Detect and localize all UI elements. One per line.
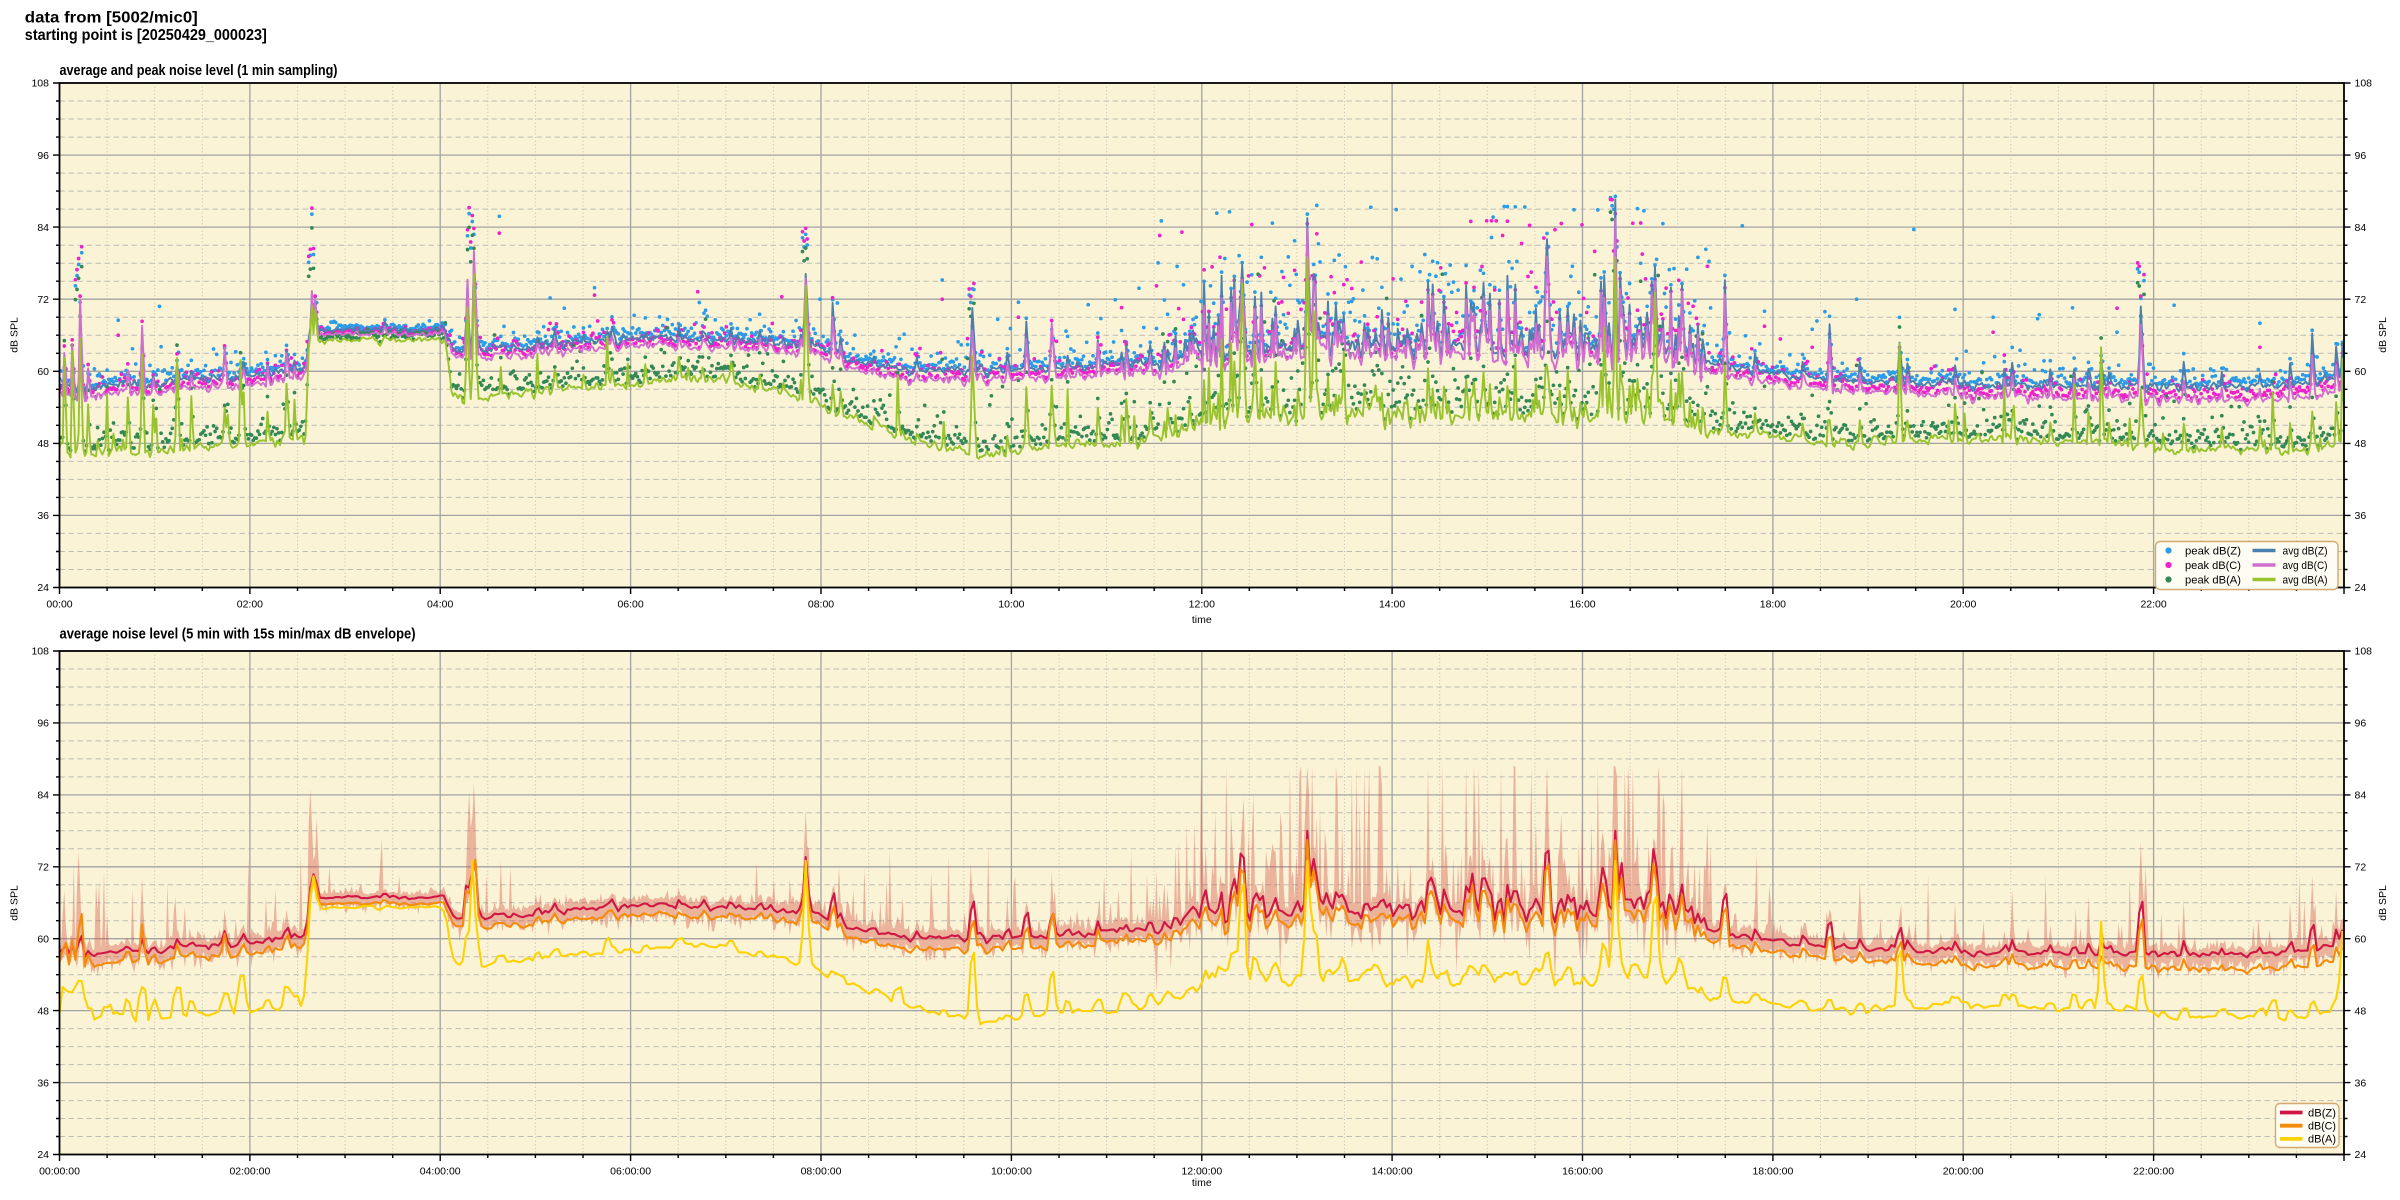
svg-text:96: 96 xyxy=(2355,718,2367,730)
svg-text:time: time xyxy=(1192,1177,1212,1189)
svg-text:avg dB(C): avg dB(C) xyxy=(2283,560,2328,572)
svg-text:36: 36 xyxy=(37,510,49,522)
svg-text:10:00:00: 10:00:00 xyxy=(991,1166,1032,1178)
svg-text:16:00: 16:00 xyxy=(1569,599,1595,611)
svg-text:starting point is [20250429_00: starting point is [20250429_000023] xyxy=(25,27,267,44)
svg-text:60: 60 xyxy=(2355,933,2367,945)
svg-text:dB SPL: dB SPL xyxy=(2377,317,2389,353)
svg-text:22:00: 22:00 xyxy=(2140,599,2166,611)
svg-text:data from [5002/mic0]: data from [5002/mic0] xyxy=(25,10,198,27)
svg-text:02:00: 02:00 xyxy=(237,599,263,611)
svg-text:peak dB(C): peak dB(C) xyxy=(2185,560,2241,572)
svg-text:average and peak noise level (: average and peak noise level (1 min samp… xyxy=(60,62,338,79)
svg-text:84: 84 xyxy=(37,790,49,802)
svg-text:36: 36 xyxy=(37,1077,49,1089)
svg-text:24: 24 xyxy=(2355,1149,2367,1161)
svg-text:36: 36 xyxy=(2355,1077,2367,1089)
svg-text:108: 108 xyxy=(31,78,49,90)
svg-text:24: 24 xyxy=(2355,582,2367,594)
svg-text:18:00:00: 18:00:00 xyxy=(1752,1166,1793,1178)
svg-text:dB(Z): dB(Z) xyxy=(2308,1107,2336,1119)
svg-text:96: 96 xyxy=(37,718,49,730)
svg-text:108: 108 xyxy=(2355,646,2373,658)
svg-text:48: 48 xyxy=(37,1005,49,1017)
svg-text:04:00: 04:00 xyxy=(427,599,453,611)
svg-text:48: 48 xyxy=(2355,1005,2367,1017)
svg-text:04:00:00: 04:00:00 xyxy=(420,1166,461,1178)
svg-text:06:00: 06:00 xyxy=(617,599,643,611)
svg-text:00:00: 00:00 xyxy=(46,599,72,611)
svg-text:108: 108 xyxy=(31,646,49,658)
svg-text:avg dB(A): avg dB(A) xyxy=(2283,574,2328,586)
svg-text:14:00:00: 14:00:00 xyxy=(1372,1166,1413,1178)
svg-text:20:00: 20:00 xyxy=(1950,599,1976,611)
svg-text:84: 84 xyxy=(37,222,49,234)
svg-text:avg dB(Z): avg dB(Z) xyxy=(2283,545,2328,557)
svg-text:02:00:00: 02:00:00 xyxy=(229,1166,270,1178)
svg-text:96: 96 xyxy=(2355,150,2367,162)
svg-text:16:00:00: 16:00:00 xyxy=(1562,1166,1603,1178)
svg-text:72: 72 xyxy=(2355,294,2367,306)
svg-text:60: 60 xyxy=(37,933,49,945)
svg-text:22:00:00: 22:00:00 xyxy=(2133,1166,2174,1178)
svg-text:dB SPL: dB SPL xyxy=(9,317,21,353)
svg-text:72: 72 xyxy=(2355,862,2367,874)
svg-text:20:00:00: 20:00:00 xyxy=(1943,1166,1984,1178)
svg-text:average noise level (5 min wit: average noise level (5 min with 15s min/… xyxy=(60,626,416,643)
svg-text:peak dB(Z): peak dB(Z) xyxy=(2185,545,2241,557)
svg-text:24: 24 xyxy=(37,1149,49,1161)
svg-text:60: 60 xyxy=(2355,366,2367,378)
svg-text:08:00:00: 08:00:00 xyxy=(801,1166,842,1178)
svg-text:48: 48 xyxy=(2355,438,2367,450)
svg-text:72: 72 xyxy=(37,862,49,874)
svg-text:18:00: 18:00 xyxy=(1760,599,1786,611)
svg-text:10:00: 10:00 xyxy=(998,599,1024,611)
svg-text:96: 96 xyxy=(37,150,49,162)
svg-text:48: 48 xyxy=(37,438,49,450)
svg-text:12:00:00: 12:00:00 xyxy=(1181,1166,1222,1178)
svg-text:peak dB(A): peak dB(A) xyxy=(2185,574,2241,586)
svg-text:108: 108 xyxy=(2355,78,2373,90)
svg-text:dB(C): dB(C) xyxy=(2308,1121,2336,1133)
svg-text:36: 36 xyxy=(2355,510,2367,522)
svg-text:84: 84 xyxy=(2355,222,2367,234)
svg-text:24: 24 xyxy=(37,582,49,594)
svg-text:14:00: 14:00 xyxy=(1379,599,1405,611)
svg-text:84: 84 xyxy=(2355,790,2367,802)
svg-text:00:00:00: 00:00:00 xyxy=(39,1166,80,1178)
svg-text:dB(A): dB(A) xyxy=(2308,1134,2336,1146)
svg-text:12:00: 12:00 xyxy=(1189,599,1215,611)
svg-text:time: time xyxy=(1192,614,1212,626)
svg-text:72: 72 xyxy=(37,294,49,306)
svg-text:08:00: 08:00 xyxy=(808,599,834,611)
svg-text:dB SPL: dB SPL xyxy=(2377,885,2389,921)
svg-text:06:00:00: 06:00:00 xyxy=(610,1166,651,1178)
svg-text:60: 60 xyxy=(37,366,49,378)
svg-text:dB SPL: dB SPL xyxy=(9,885,21,921)
